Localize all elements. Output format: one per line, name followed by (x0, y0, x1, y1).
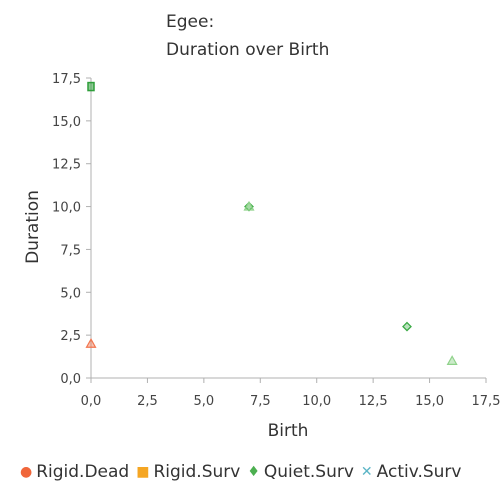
y-tick-label: 12,5 (52, 158, 81, 173)
x-tick-label: 0,0 (81, 394, 102, 409)
data-point-rigid-dead (85, 337, 97, 348)
x-tick-label: 17,5 (472, 394, 500, 409)
chart-title-line1: Egee: (166, 12, 215, 32)
data-point-rigid-surv (87, 81, 95, 92)
legend-marker-icon: ♦ (247, 464, 260, 480)
y-tick-label: 15,0 (52, 115, 81, 130)
y-tick-label: 2,5 (60, 329, 81, 344)
x-tick-label: 7,5 (250, 394, 271, 409)
legend-label: Rigid.Surv (153, 462, 241, 482)
legend-label: Activ.Surv (376, 462, 462, 482)
chart-title-line2: Duration over Birth (166, 40, 330, 60)
x-axis-label: Birth (268, 421, 309, 441)
x-tick-label: 2,5 (137, 394, 158, 409)
legend-label: Quiet.Surv (263, 462, 354, 482)
legend-item-quiet-surv[interactable]: ♦ Quiet.Surv (247, 462, 354, 482)
y-tick-label: 5,0 (60, 286, 81, 301)
legend-item-activ-surv[interactable]: ✕ Activ.Surv (361, 462, 462, 482)
y-tick-label: 7,5 (60, 243, 81, 258)
data-point-activ-surv (243, 200, 255, 211)
legend-marker-icon: ● (20, 464, 33, 480)
data-point-activ-surv (446, 355, 458, 365)
legend-marker-icon: ■ (136, 464, 150, 480)
y-axis-label: Duration (23, 190, 43, 264)
y-tick-label: 0,0 (60, 372, 81, 387)
x-tick-label: 10,0 (302, 394, 331, 409)
legend-label: Rigid.Dead (36, 462, 130, 482)
legend-marker-icon: ✕ (360, 464, 373, 480)
chart-title: Egee: Duration over Birth (166, 8, 329, 64)
data-point-quiet-surv (402, 321, 412, 332)
x-tick-label: 15,0 (415, 394, 444, 409)
x-tick-label: 5,0 (194, 394, 215, 409)
legend-item-rigid-dead[interactable]: ● Rigid.Dead (20, 462, 129, 482)
y-tick-label: 17,5 (52, 72, 81, 87)
chart-legend: ● Rigid.Dead ■ Rigid.Surv ♦ Quiet.Surv ✕ Activ.… (20, 462, 468, 482)
legend-item-rigid-surv[interactable]: ■ Rigid.Surv (136, 462, 240, 482)
y-tick-label: 10,0 (52, 201, 81, 216)
x-tick-label: 12,5 (359, 394, 388, 409)
